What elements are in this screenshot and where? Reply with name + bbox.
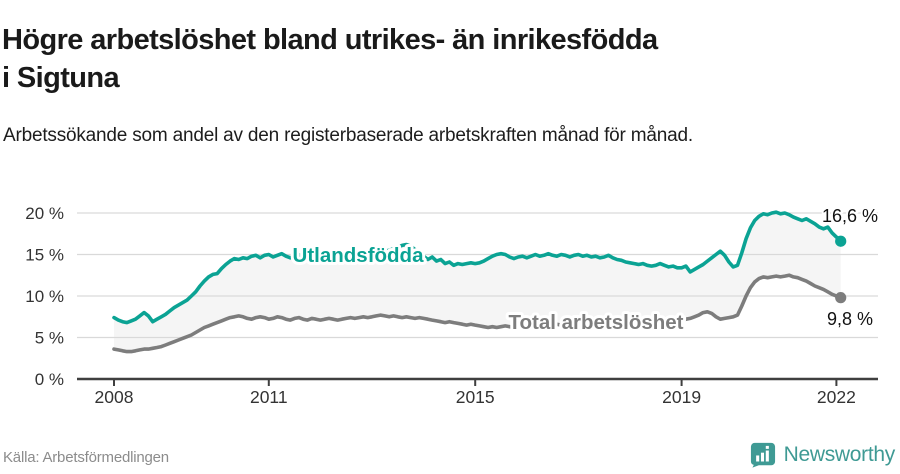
end-dot-utlandsfodda bbox=[835, 235, 847, 247]
page-title: Högre arbetslöshet bland utrikes- än inr… bbox=[2, 24, 658, 95]
newsworthy-brand: Newsworthy bbox=[750, 441, 895, 469]
series-label-utlandsfodda: Utlandsfödda bbox=[293, 244, 425, 267]
end-value-label-utlandsfodda: 16,6 % bbox=[822, 206, 878, 226]
end-value-label-total: 9,8 % bbox=[827, 309, 873, 329]
y-tick-label: 20 % bbox=[25, 204, 64, 223]
newsworthy-wordmark: Newsworthy bbox=[783, 443, 896, 466]
y-tick-label: 0 % bbox=[35, 370, 64, 389]
x-tick-label: 2019 bbox=[662, 387, 701, 407]
x-tick-label: 2011 bbox=[250, 387, 288, 407]
between-series-area bbox=[114, 212, 841, 352]
y-tick-label: 5 % bbox=[35, 329, 64, 348]
unemployment-line-chart: 2008 2011 2015 2019 2022 0 % 5 % 10 % 15 % 20 % Ut… bbox=[25, 204, 880, 407]
series-label-total: Total arbetslöshet bbox=[508, 311, 683, 334]
chart-subtitle: Arbetssökande som andel av den registerb… bbox=[3, 125, 693, 146]
newsworthy-logo-icon bbox=[750, 442, 775, 468]
source-note: Källa: Arbetsförmedlingen bbox=[3, 449, 169, 466]
end-dot-total bbox=[835, 292, 847, 304]
x-tick-label: 2008 bbox=[95, 387, 134, 407]
series-line-utlandsfodda bbox=[112, 210, 843, 325]
y-tick-label: 10 % bbox=[25, 287, 64, 306]
x-tick-label: 2015 bbox=[456, 387, 495, 407]
series-line-total bbox=[112, 273, 843, 354]
x-tick-label: 2022 bbox=[817, 387, 856, 407]
y-tick-label: 15 % bbox=[25, 246, 64, 265]
